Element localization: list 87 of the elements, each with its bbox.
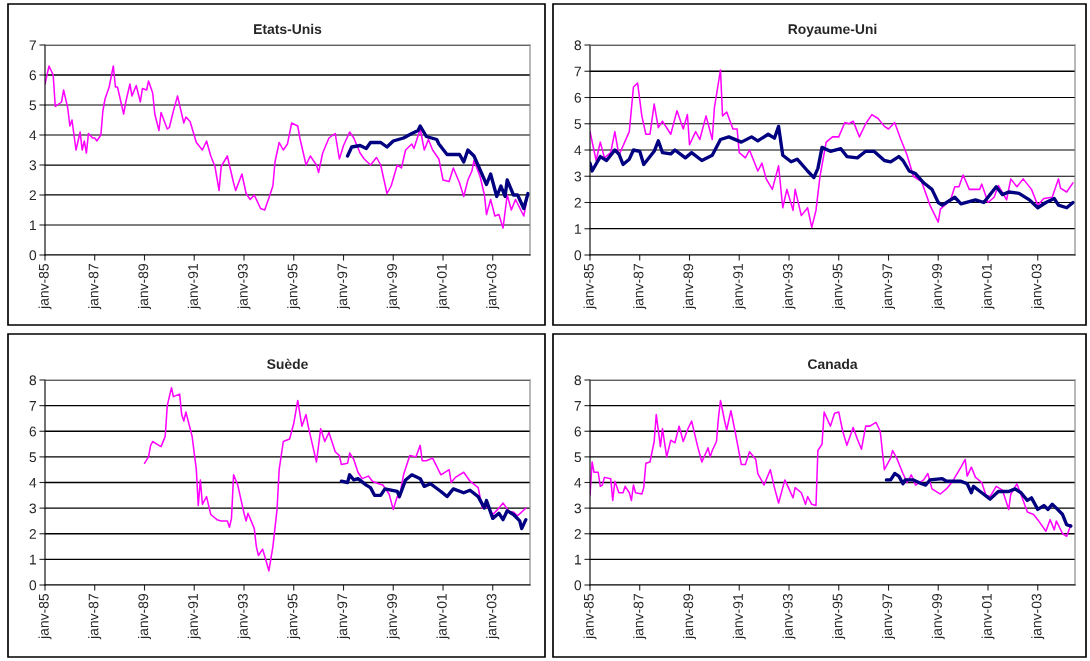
y-tick-label: 3 xyxy=(574,171,582,182)
x-tick-label: janv-87 xyxy=(633,264,647,310)
x-tick-label: janv-03 xyxy=(1031,263,1045,310)
x-tick-label: janv-03 xyxy=(486,593,500,640)
y-tick-label: 7 xyxy=(29,40,36,51)
x-tick-label: janv-93 xyxy=(237,593,251,640)
chart-title: Suède xyxy=(267,358,308,370)
y-tick-label: 0 xyxy=(574,580,582,591)
x-tick-label: janv-97 xyxy=(337,264,350,310)
y-tick-label: 3 xyxy=(29,160,37,171)
y-tick-label: 7 xyxy=(29,401,36,411)
y-tick-label: 1 xyxy=(30,220,36,231)
x-tick-label: janv-01 xyxy=(436,594,450,640)
y-tick-label: 0 xyxy=(574,250,582,261)
y-tick-label: 1 xyxy=(575,554,581,565)
y-tick-label: 6 xyxy=(574,92,582,103)
x-tick-label: janv-85 xyxy=(38,263,52,310)
chart-title: Canada xyxy=(807,358,858,370)
y-tick-label: 2 xyxy=(29,529,36,539)
y-tick-label: 5 xyxy=(574,452,582,463)
x-tick-label: janv-97 xyxy=(882,594,895,640)
x-tick-label: janv-93 xyxy=(782,593,796,640)
y-tick-label: 4 xyxy=(574,477,582,488)
x-tick-label: janv-91 xyxy=(732,594,746,640)
x-tick-label: janv-95 xyxy=(287,263,301,310)
x-tick-label: janv-87 xyxy=(88,594,102,640)
line-series xyxy=(590,124,1075,210)
x-tick-label: janv-85 xyxy=(583,593,597,640)
x-tick-label: janv-97 xyxy=(882,264,895,310)
y-tick-label: 6 xyxy=(29,70,37,81)
x-tick-label: janv-93 xyxy=(237,263,251,310)
chart-title: Etats-Unis xyxy=(254,23,322,35)
line-series xyxy=(590,69,1074,229)
y-tick-label: 5 xyxy=(574,119,582,129)
y-tick-label: 0 xyxy=(29,580,37,591)
x-tick-label: janv-89 xyxy=(683,263,696,310)
x-tick-label: janv-01 xyxy=(981,264,995,310)
y-tick-label: 2 xyxy=(29,190,36,201)
y-tick-label: 2 xyxy=(574,529,581,539)
y-tick-label: 7 xyxy=(574,401,581,411)
x-tick-label: janv-95 xyxy=(287,593,301,640)
x-tick-label: janv-91 xyxy=(732,264,746,310)
line-series xyxy=(884,471,1073,528)
x-tick-label: janv-97 xyxy=(337,594,350,640)
y-tick-label: 3 xyxy=(29,503,37,514)
line-series xyxy=(345,124,530,211)
line-series xyxy=(590,399,1072,538)
x-tick-label: janv-99 xyxy=(931,263,945,310)
chart-title: Royaume-Uni xyxy=(788,23,877,37)
x-tick-label: janv-89 xyxy=(138,593,151,640)
y-tick-label: 1 xyxy=(30,554,36,565)
x-tick-label: janv-85 xyxy=(38,593,52,640)
line-series xyxy=(339,473,528,531)
x-tick-label: janv-03 xyxy=(1031,593,1045,640)
y-tick-label: 8 xyxy=(574,375,582,386)
x-tick-label: janv-87 xyxy=(88,264,102,310)
y-tick-label: 5 xyxy=(29,100,37,111)
x-tick-label: janv-95 xyxy=(832,263,846,310)
y-tick-label: 7 xyxy=(574,66,581,77)
x-tick-label: janv-95 xyxy=(832,593,846,640)
x-tick-label: janv-03 xyxy=(486,263,500,310)
x-tick-label: janv-99 xyxy=(386,593,400,640)
x-tick-label: janv-89 xyxy=(138,263,151,310)
line-series xyxy=(45,65,529,229)
x-tick-label: janv-01 xyxy=(436,264,450,310)
y-tick-label: 4 xyxy=(574,145,582,156)
y-tick-label: 0 xyxy=(29,250,37,261)
y-tick-label: 8 xyxy=(29,375,37,386)
x-tick-label: janv-91 xyxy=(187,264,201,310)
x-tick-label: janv-89 xyxy=(683,593,696,640)
x-tick-label: janv-99 xyxy=(931,593,945,640)
y-tick-label: 3 xyxy=(574,503,582,514)
y-tick-label: 6 xyxy=(574,426,582,437)
y-tick-label: 6 xyxy=(29,426,37,437)
y-tick-label: 4 xyxy=(29,130,37,141)
x-tick-label: janv-01 xyxy=(981,594,995,640)
y-tick-label: 8 xyxy=(574,40,582,51)
y-tick-label: 1 xyxy=(575,224,581,234)
x-tick-label: janv-85 xyxy=(583,263,597,310)
y-tick-label: 2 xyxy=(574,197,581,208)
x-tick-label: janv-99 xyxy=(386,263,400,310)
x-tick-label: janv-87 xyxy=(633,594,647,640)
line-series xyxy=(143,386,527,572)
y-tick-label: 4 xyxy=(29,477,37,488)
y-tick-label: 5 xyxy=(29,452,37,463)
x-tick-label: janv-93 xyxy=(782,263,796,310)
x-tick-label: janv-91 xyxy=(187,594,201,640)
